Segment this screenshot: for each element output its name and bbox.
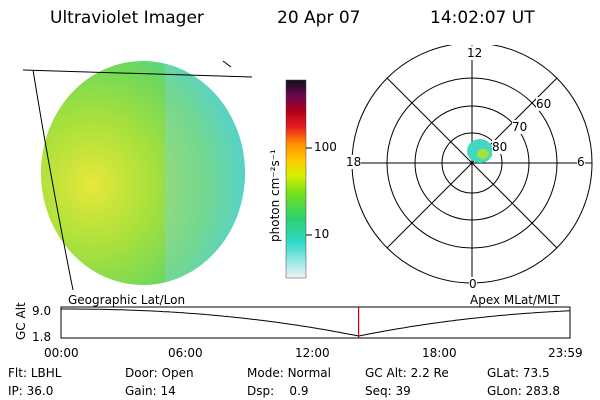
- status-dsp: Dsp: 0.9: [247, 384, 309, 398]
- color-scale-bar: [285, 79, 312, 279]
- timeline-left-title: Geographic Lat/Lon: [68, 293, 186, 307]
- date-label: 20 Apr 07: [277, 8, 361, 28]
- status-ip: IP: 36.0: [8, 384, 54, 398]
- timeline-frame: [60, 306, 571, 339]
- timeline-x-tick-1800: 18:00: [422, 346, 457, 360]
- colorbar-unit-label: photon cm⁻²s⁻¹: [268, 149, 282, 242]
- status-mode: Mode: Normal: [247, 366, 331, 380]
- status-filter: Flt: LBHL: [8, 366, 62, 380]
- timeline-y-tick-high: 9.0: [32, 304, 52, 318]
- status-seq: Seq: 39: [365, 384, 411, 398]
- timeline-x-tick-0000: 00:00: [44, 346, 79, 360]
- altitude-curve: [61, 308, 571, 337]
- lat-label-70: 70: [512, 120, 528, 134]
- instrument-title: Ultraviolet Imager: [50, 8, 204, 28]
- timeline-plot: [60, 306, 571, 339]
- colorbar-tick-10: 10: [314, 227, 330, 241]
- timeline-y-label: GC Alt: [14, 302, 28, 340]
- apex-polar-plot: [351, 45, 593, 284]
- timeline-x-tick-0600: 06:00: [168, 346, 203, 360]
- status-gain: Gain: 14: [125, 384, 176, 398]
- earth-disc: [41, 61, 245, 285]
- time-label: 14:02:07 UT: [430, 8, 535, 28]
- mlt-label-6: 6: [577, 155, 585, 169]
- status-door: Door: Open: [125, 366, 194, 380]
- colorbar-tick-100: 100: [314, 140, 337, 154]
- status-glat: GLat: 73.5: [487, 366, 550, 380]
- mlt-label-0: 0: [469, 277, 477, 291]
- lat-label-60: 60: [536, 97, 552, 111]
- timeline-y-tick-low: 1.8: [32, 330, 52, 344]
- status-gc-alt: GC Alt: 2.2 Re: [365, 366, 449, 380]
- timeline-x-tick-2359: 23:59: [548, 346, 583, 360]
- timeline-x-tick-1200: 12:00: [295, 346, 330, 360]
- timeline-right-title: Apex MLat/MLT: [470, 293, 560, 307]
- geo-grid-line: [22, 69, 253, 78]
- status-glon: GLon: 283.8: [487, 384, 560, 398]
- lat-label-80: 80: [492, 140, 508, 154]
- mlt-label-12: 12: [467, 46, 483, 60]
- geo-meridian-line: [32, 69, 74, 290]
- uv-earth-image: [22, 60, 253, 290]
- mlt-label-18: 18: [346, 155, 362, 169]
